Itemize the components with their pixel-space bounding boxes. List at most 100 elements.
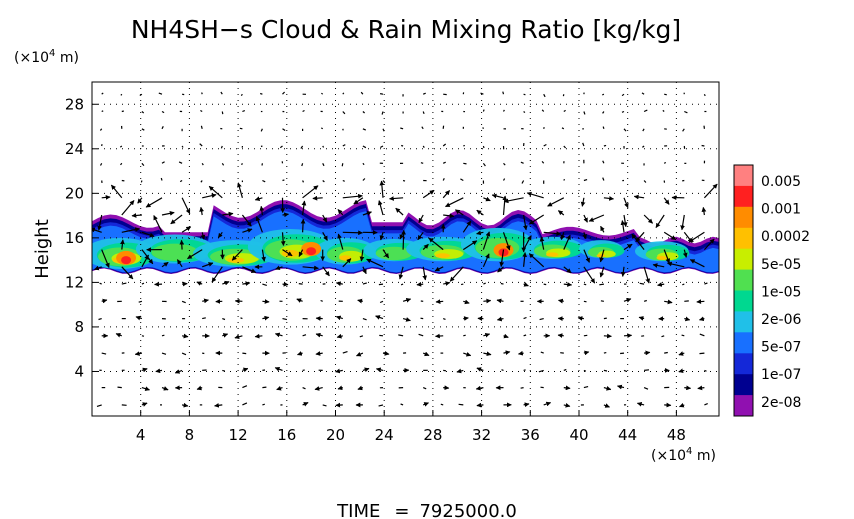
wind-vector [523, 334, 527, 337]
wind-vector [697, 385, 705, 391]
wind-vector [528, 253, 545, 268]
wind-vector [341, 163, 344, 167]
wind-vector [237, 182, 243, 198]
wind-vector [502, 109, 505, 112]
cloud-core [546, 252, 559, 257]
wind-vector [563, 282, 573, 287]
wind-vector [442, 178, 445, 181]
wind-vector [475, 385, 484, 391]
wind-vector [621, 93, 625, 97]
wind-vector [402, 179, 406, 182]
wind-vector [422, 111, 425, 115]
wind-vector [170, 214, 183, 225]
wind-vector [456, 368, 464, 374]
wind-vector [583, 386, 589, 389]
colorbar-frame [733, 164, 754, 417]
wind-vector [208, 185, 223, 199]
wind-vector [141, 282, 145, 285]
wind-vector [620, 266, 626, 277]
wind-vector [462, 240, 478, 251]
wind-vector [182, 281, 188, 287]
wind-vector [220, 91, 223, 95]
wind-vector [541, 109, 545, 112]
wind-vector [141, 231, 155, 238]
wind-vector [389, 196, 404, 201]
wind-vector [442, 190, 451, 199]
wind-vector [563, 145, 567, 149]
wind-vector [181, 300, 186, 304]
wind-vector [463, 351, 472, 357]
wind-vector [322, 180, 325, 183]
wind-vector [422, 92, 426, 95]
wind-vector [221, 111, 224, 115]
wind-vector [602, 126, 605, 129]
wind-vector [96, 404, 102, 407]
colorbar-swatch [734, 374, 753, 396]
wind-vector [418, 214, 424, 224]
wind-vector [522, 252, 528, 267]
wind-vector [141, 402, 148, 407]
wind-vector [202, 298, 209, 304]
wind-vector [538, 369, 544, 373]
wind-vector [483, 298, 492, 304]
wind-vector [523, 282, 529, 287]
x-scale-label: (×104 m) [651, 446, 716, 464]
cloud-core [151, 243, 199, 262]
wind-vector [528, 214, 545, 225]
wind-vector [357, 385, 364, 391]
wind-vector [521, 180, 525, 184]
wind-vector [476, 230, 484, 236]
wind-vector [602, 177, 605, 181]
colorbar-label: 2e-08 [761, 395, 801, 411]
colorbar-swatch [734, 290, 753, 312]
wind-vector [335, 368, 343, 374]
wind-vector [655, 214, 665, 229]
wind-vector [377, 200, 384, 216]
wind-vector [435, 333, 444, 339]
wind-vector [356, 351, 364, 357]
y-axis-label: Height [32, 219, 53, 279]
wind-vector [442, 143, 447, 147]
wind-vector [435, 299, 444, 304]
wind-vector [603, 196, 614, 201]
wind-vector [463, 144, 466, 147]
wind-vector [483, 332, 491, 338]
colorbar-swatch [734, 206, 753, 229]
wind-vector [421, 126, 424, 130]
wind-vector [321, 92, 324, 95]
wind-vector [322, 404, 327, 407]
wind-vector [696, 299, 705, 304]
colorbar-swatch [734, 185, 753, 208]
wind-vector [583, 111, 586, 115]
wind-vector [699, 316, 705, 322]
wind-vector [482, 109, 485, 112]
wind-vector [463, 299, 470, 305]
wind-vector [420, 162, 424, 164]
wind-vector [322, 145, 325, 148]
wind-vector [664, 93, 667, 96]
wind-vector [638, 316, 645, 321]
wind-vector [199, 143, 203, 147]
wind-vector [222, 211, 234, 217]
wind-vector [623, 369, 627, 372]
wind-vector [643, 109, 648, 113]
wind-vector [563, 178, 566, 181]
wind-vector [560, 232, 566, 240]
wind-vector [242, 402, 248, 406]
colorbar-swatch [734, 227, 753, 250]
wind-vector [98, 318, 102, 321]
wind-vector [603, 144, 607, 147]
wind-vector [101, 249, 110, 268]
wind-vector [362, 211, 372, 216]
wind-vector [158, 92, 163, 95]
wind-vector [262, 315, 270, 321]
wind-vector [362, 318, 367, 321]
wind-vector [643, 387, 649, 390]
wind-vector [422, 243, 429, 251]
y-tick-label: 4 [74, 362, 84, 380]
wind-vector [298, 283, 303, 285]
wind-vector [483, 351, 492, 357]
wind-vector [322, 231, 328, 241]
wind-vector [115, 332, 123, 338]
wind-vector [141, 111, 145, 114]
